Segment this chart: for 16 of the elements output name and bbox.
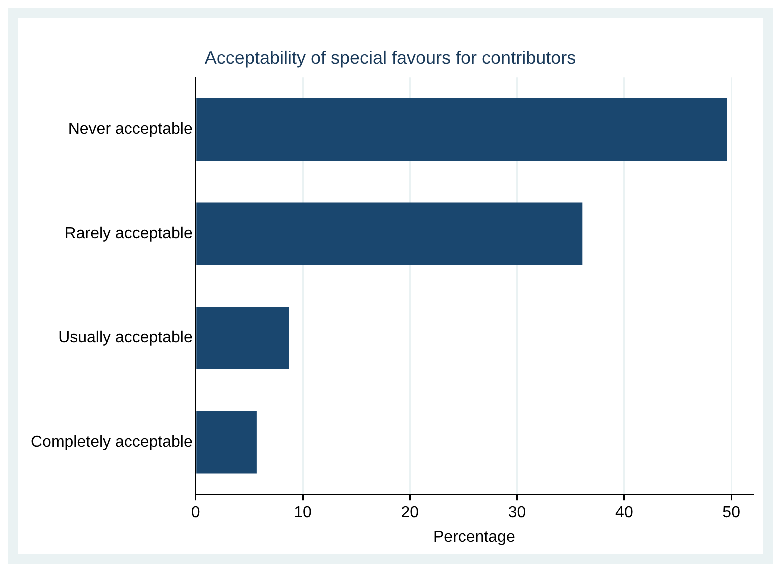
bar [196,202,583,266]
bar [196,306,290,370]
y-tick-label: Never acceptable [68,121,193,138]
x-tick-label: 10 [294,504,312,522]
x-tick-label: 50 [722,504,741,522]
chart-title: Acceptability of special favours for contributors [204,48,576,68]
bar [196,98,728,161]
y-tick-label: Rarely acceptable [64,225,193,242]
x-axis-title: Percentage [434,528,516,546]
x-tick-label: 0 [191,504,200,522]
y-tick-label: Completely acceptable [30,434,193,451]
y-tick-label: Usually acceptable [58,330,193,347]
x-tick-label: 20 [401,504,420,522]
bar [196,411,257,474]
x-tick-label: 30 [508,504,526,522]
x-tick-label: 40 [616,504,634,522]
